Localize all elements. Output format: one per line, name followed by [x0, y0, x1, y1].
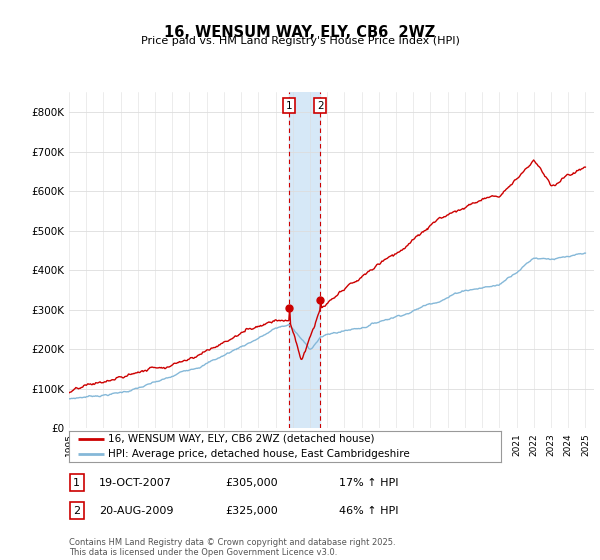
Text: 17% ↑ HPI: 17% ↑ HPI — [339, 478, 398, 488]
Text: 1: 1 — [286, 101, 293, 111]
Text: Price paid vs. HM Land Registry's House Price Index (HPI): Price paid vs. HM Land Registry's House … — [140, 36, 460, 46]
Text: 2: 2 — [317, 101, 323, 111]
Text: Contains HM Land Registry data © Crown copyright and database right 2025.
This d: Contains HM Land Registry data © Crown c… — [69, 538, 395, 557]
Text: 1: 1 — [73, 478, 80, 488]
Text: 20-AUG-2009: 20-AUG-2009 — [99, 506, 173, 516]
Text: HPI: Average price, detached house, East Cambridgeshire: HPI: Average price, detached house, East… — [108, 449, 410, 459]
Text: 16, WENSUM WAY, ELY, CB6  2WZ: 16, WENSUM WAY, ELY, CB6 2WZ — [164, 25, 436, 40]
Text: 16, WENSUM WAY, ELY, CB6 2WZ (detached house): 16, WENSUM WAY, ELY, CB6 2WZ (detached h… — [108, 434, 374, 444]
Text: 19-OCT-2007: 19-OCT-2007 — [99, 478, 172, 488]
Text: £305,000: £305,000 — [225, 478, 278, 488]
Bar — [289, 92, 320, 428]
Text: 2: 2 — [73, 506, 80, 516]
Text: £325,000: £325,000 — [225, 506, 278, 516]
Text: 46% ↑ HPI: 46% ↑ HPI — [339, 506, 398, 516]
